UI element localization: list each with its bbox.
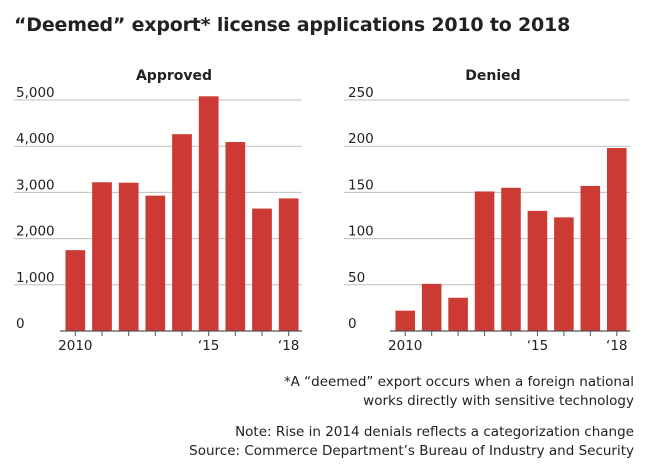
bar-2015 xyxy=(198,96,219,331)
footnote-line-2: works directly with sensitive technology xyxy=(363,393,634,409)
y-tick-label: 0 xyxy=(16,316,25,332)
x-tick-label: ‘15 xyxy=(198,338,219,354)
bar-2012 xyxy=(118,182,139,331)
bar-2010 xyxy=(395,310,416,331)
y-tick-label: 100 xyxy=(348,224,374,240)
chart-title: Denied xyxy=(465,68,520,84)
source-notes: Note: Rise in 2014 denials reflects a ca… xyxy=(189,423,634,461)
page-title: “Deemed” export* license applications 20… xyxy=(14,14,571,36)
chart-denied: Denied 0 50 100 150 200 250 2010 ‘15 ‘18 xyxy=(344,68,630,354)
bar-2014 xyxy=(501,187,521,331)
y-tick-label: 150 xyxy=(348,177,374,193)
y-tick-label: 250 xyxy=(348,85,374,101)
y-tick-label: 1,000 xyxy=(16,270,55,286)
y-tick-label: 200 xyxy=(348,131,374,147)
x-tick-label: 2010 xyxy=(58,338,92,354)
footnote-line-1: *A “deemed” export occurs when a foreign… xyxy=(283,374,634,390)
chart-title: Approved xyxy=(136,68,212,84)
y-tick-label: 3,000 xyxy=(16,177,55,193)
y-tick-label: 50 xyxy=(348,270,365,286)
bar-2011 xyxy=(421,283,442,331)
bar-2017 xyxy=(252,208,272,331)
bar-2015 xyxy=(527,210,548,331)
bar-2011 xyxy=(92,182,112,331)
source-text: Source: Commerce Department’s Bureau of … xyxy=(189,443,634,459)
bar-2014 xyxy=(172,134,192,331)
bar-2017 xyxy=(580,185,601,331)
bar-2013 xyxy=(145,195,166,331)
x-tick-label: ‘15 xyxy=(527,338,548,354)
bar-2013 xyxy=(474,191,495,331)
y-tick-label: 4,000 xyxy=(16,131,55,147)
x-tick-label: ‘18 xyxy=(278,338,299,354)
x-tick-label: ‘18 xyxy=(606,338,627,354)
y-tick-label: 5,000 xyxy=(16,85,55,101)
footnote: *A “deemed” export occurs when a foreign… xyxy=(284,373,634,411)
note-text: Note: Rise in 2014 denials reflects a ca… xyxy=(235,424,634,440)
chart-approved: Approved 0 1,000 2,000 3,000 4,000 5,000 2010 ‘1… xyxy=(14,68,302,354)
bar-2012 xyxy=(448,297,468,331)
bar-2016 xyxy=(225,142,246,331)
x-tick-label: 2010 xyxy=(388,338,422,354)
bar-2016 xyxy=(554,217,574,331)
bar-2018 xyxy=(278,198,299,331)
bar-2018 xyxy=(606,148,627,331)
y-tick-label: 2,000 xyxy=(16,224,55,240)
y-tick-label: 0 xyxy=(348,316,357,332)
bar-2010 xyxy=(65,250,86,331)
